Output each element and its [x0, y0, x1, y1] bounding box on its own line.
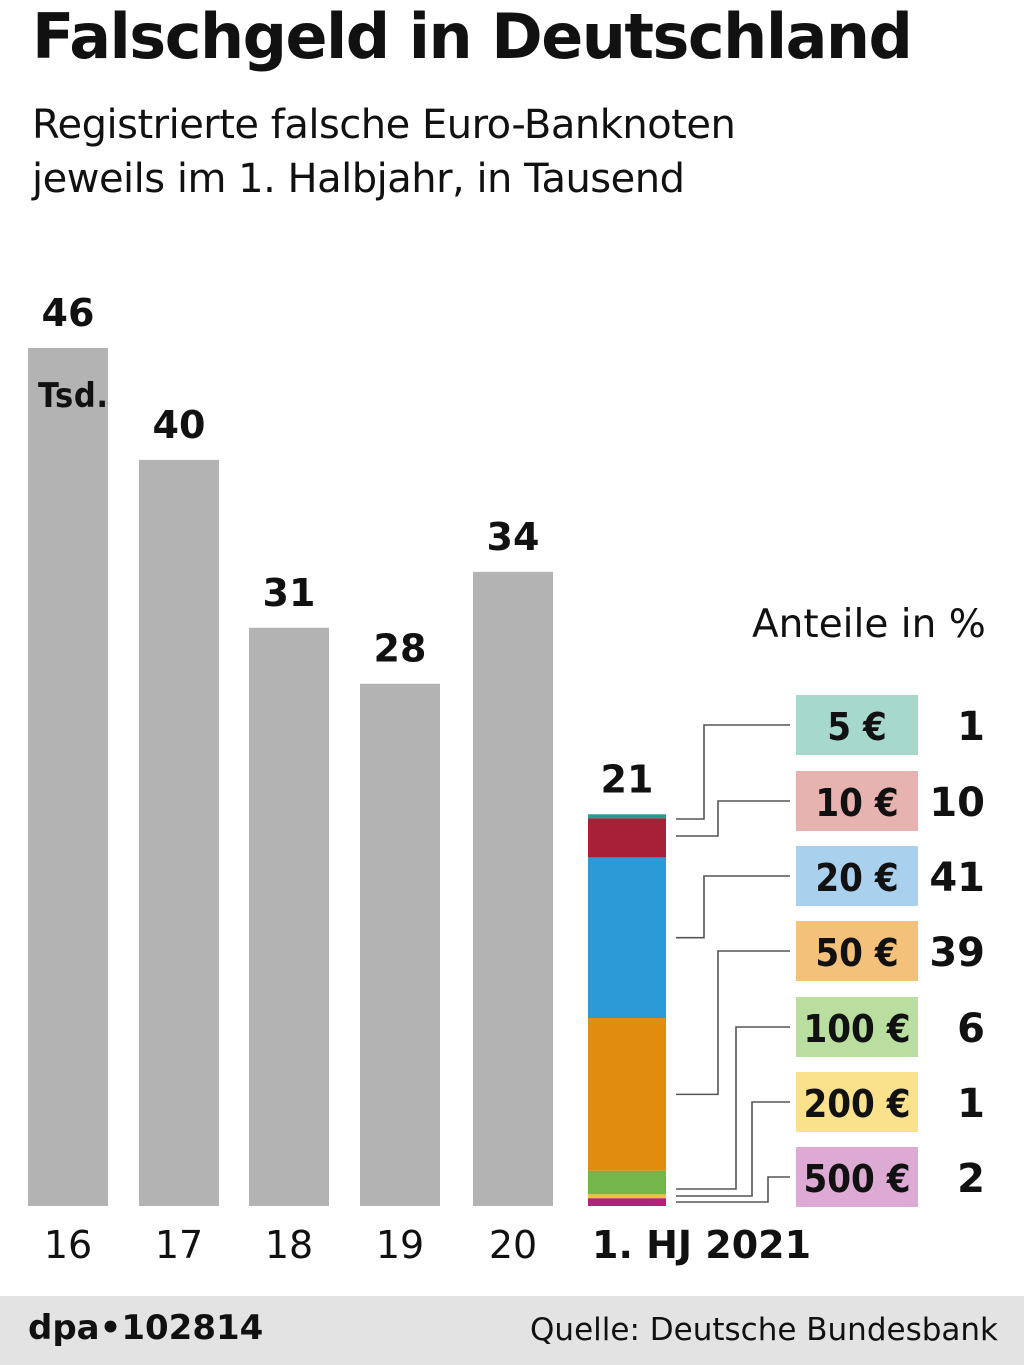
stack-segment-20-euro: [588, 857, 666, 1018]
value-label: 40: [153, 403, 206, 447]
share-value: 1: [957, 704, 985, 750]
bar-16: [28, 348, 108, 1206]
category-label: 18: [265, 1223, 313, 1267]
bar-19: [360, 683, 440, 1206]
denomination-label: 50 €: [815, 931, 898, 975]
denomination-label: 500 €: [803, 1157, 910, 1201]
denomination-label: 200 €: [803, 1082, 910, 1126]
dpa-credit: dpa•102814: [28, 1308, 264, 1348]
stack-segment-50-euro: [588, 1017, 666, 1171]
stack-segment-10-euro: [588, 818, 666, 858]
footer: dpa•102814 Quelle: Deutsche Bundesbank: [0, 1296, 1024, 1365]
denomination-chip: [796, 997, 918, 1057]
category-label: 16: [44, 1223, 92, 1267]
breakdown-title: Anteile in %: [752, 602, 986, 647]
denomination-chip: [796, 846, 918, 906]
bar-20: [473, 571, 553, 1206]
chart-title: Falschgeld in Deutschland: [32, 0, 913, 73]
denomination-label: 100 €: [803, 1007, 910, 1051]
share-value: 39: [929, 930, 985, 976]
share-value: 1: [957, 1081, 985, 1127]
leader-line: [676, 1026, 790, 1190]
denomination-label: 20 €: [815, 856, 898, 900]
chart-subtitle: Registrierte falsche Euro-Banknoten jewe…: [32, 98, 932, 206]
leader-line: [676, 875, 790, 939]
category-label: 1. HJ 2021: [592, 1223, 811, 1267]
category-label: 20: [489, 1223, 537, 1267]
value-label: 21: [601, 757, 654, 801]
denomination-chip: [796, 921, 918, 981]
leader-line: [676, 1101, 790, 1197]
source-note: Quelle: Deutsche Bundesbank: [530, 1312, 998, 1348]
unit-label: Tsd.: [38, 376, 108, 416]
share-value: 2: [957, 1156, 985, 1202]
denomination-chip: [796, 695, 918, 755]
stack-segment-500-euro: [588, 1198, 666, 1206]
subtitle-line-1: Registrierte falsche Euro-Banknoten: [32, 102, 736, 148]
value-label: 34: [487, 515, 540, 559]
leader-line: [676, 724, 790, 820]
denomination-label: 5 €: [827, 705, 886, 749]
share-value: 6: [957, 1006, 985, 1052]
bar-17: [139, 459, 219, 1206]
leader-line: [676, 950, 790, 1096]
denomination-chip: [796, 771, 918, 831]
value-label: 46: [42, 291, 95, 335]
value-label: 28: [374, 627, 427, 671]
stack-segment-5-euro: [588, 814, 666, 819]
stack-segment-200-euro: [588, 1194, 666, 1199]
category-label: 19: [376, 1223, 424, 1267]
leader-line: [676, 1176, 790, 1203]
leader-line: [676, 800, 790, 837]
denomination-chip: [796, 1147, 918, 1207]
denomination-label: 10 €: [815, 781, 898, 825]
value-label: 31: [263, 571, 316, 615]
subtitle-line-2: jeweils im 1. Halbjahr, in Tausend: [32, 156, 685, 202]
stack-segment-100-euro: [588, 1170, 666, 1195]
share-value: 10: [929, 780, 985, 826]
bar-18: [249, 627, 329, 1206]
share-value: 41: [929, 855, 985, 901]
denomination-chip: [796, 1072, 918, 1132]
category-label: 17: [155, 1223, 203, 1267]
